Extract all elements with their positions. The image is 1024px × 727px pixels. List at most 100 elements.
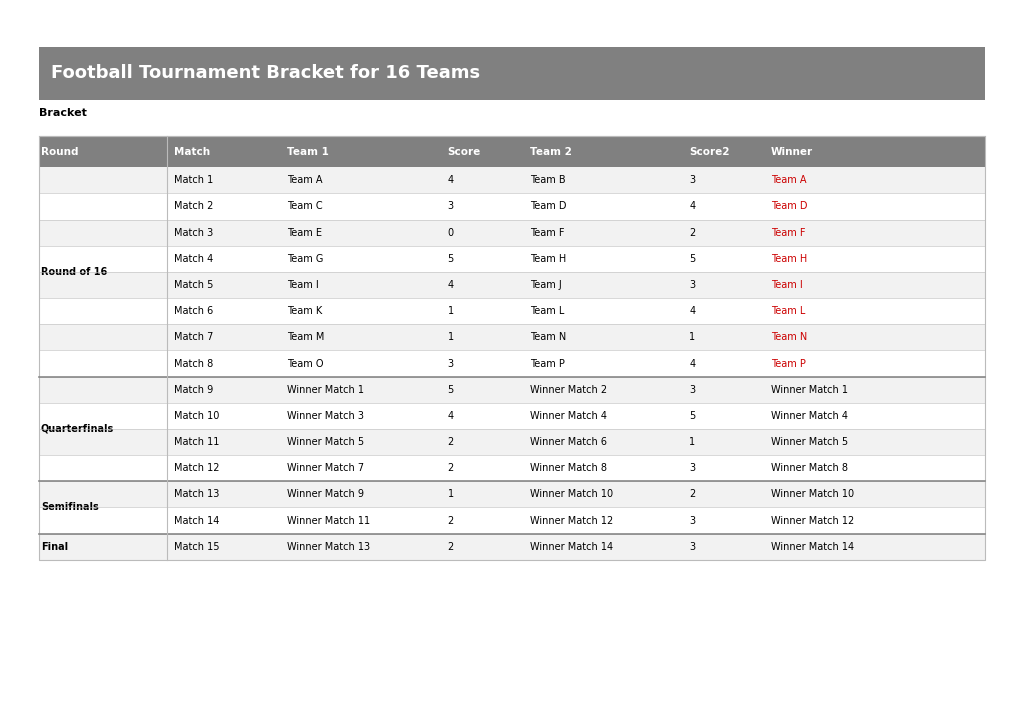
Text: Team G: Team G bbox=[287, 254, 324, 264]
Text: 0: 0 bbox=[447, 228, 454, 238]
Text: Winner: Winner bbox=[771, 147, 813, 156]
Text: 2: 2 bbox=[447, 542, 454, 552]
Text: Match 7: Match 7 bbox=[174, 332, 213, 342]
Text: Winner Match 6: Winner Match 6 bbox=[530, 437, 607, 447]
Text: 5: 5 bbox=[689, 411, 695, 421]
Text: Winner Match 3: Winner Match 3 bbox=[287, 411, 364, 421]
Text: Team I: Team I bbox=[287, 280, 318, 290]
Text: Team L: Team L bbox=[771, 306, 806, 316]
Text: Team P: Team P bbox=[771, 358, 806, 369]
Text: 1: 1 bbox=[447, 332, 454, 342]
Text: 5: 5 bbox=[689, 254, 695, 264]
Text: Team F: Team F bbox=[771, 228, 806, 238]
Text: Match: Match bbox=[174, 147, 210, 156]
FancyBboxPatch shape bbox=[39, 136, 985, 167]
Text: Match 11: Match 11 bbox=[174, 437, 219, 447]
FancyBboxPatch shape bbox=[39, 193, 985, 220]
Text: 1: 1 bbox=[689, 332, 695, 342]
Text: 3: 3 bbox=[689, 515, 695, 526]
Text: Team B: Team B bbox=[530, 175, 566, 185]
Text: 4: 4 bbox=[447, 175, 454, 185]
Text: Football Tournament Bracket for 16 Teams: Football Tournament Bracket for 16 Teams bbox=[51, 65, 480, 82]
Text: 3: 3 bbox=[689, 463, 695, 473]
FancyBboxPatch shape bbox=[39, 429, 985, 455]
Text: 4: 4 bbox=[689, 358, 695, 369]
Text: Team P: Team P bbox=[530, 358, 565, 369]
Text: Match 6: Match 6 bbox=[174, 306, 213, 316]
Text: Winner Match 12: Winner Match 12 bbox=[771, 515, 854, 526]
FancyBboxPatch shape bbox=[39, 298, 985, 324]
Text: Match 8: Match 8 bbox=[174, 358, 213, 369]
Text: Match 14: Match 14 bbox=[174, 515, 219, 526]
Text: 3: 3 bbox=[689, 280, 695, 290]
Text: 3: 3 bbox=[689, 385, 695, 395]
Text: Winner Match 13: Winner Match 13 bbox=[287, 542, 370, 552]
Text: Team 1: Team 1 bbox=[287, 147, 329, 156]
Text: Match 1: Match 1 bbox=[174, 175, 213, 185]
Text: Team D: Team D bbox=[530, 201, 567, 212]
Text: Winner Match 8: Winner Match 8 bbox=[530, 463, 607, 473]
Text: 2: 2 bbox=[447, 463, 454, 473]
Text: Quarterfinals: Quarterfinals bbox=[41, 424, 115, 434]
Text: 2: 2 bbox=[689, 489, 695, 499]
Text: 4: 4 bbox=[447, 411, 454, 421]
FancyBboxPatch shape bbox=[39, 455, 985, 481]
Text: Winner Match 14: Winner Match 14 bbox=[771, 542, 854, 552]
FancyBboxPatch shape bbox=[39, 507, 985, 534]
Text: 2: 2 bbox=[447, 437, 454, 447]
Text: 1: 1 bbox=[447, 306, 454, 316]
Text: Team N: Team N bbox=[771, 332, 807, 342]
Text: Team J: Team J bbox=[530, 280, 562, 290]
Text: 3: 3 bbox=[447, 358, 454, 369]
Text: Team H: Team H bbox=[530, 254, 566, 264]
Text: Winner Match 5: Winner Match 5 bbox=[287, 437, 364, 447]
Text: Match 4: Match 4 bbox=[174, 254, 213, 264]
FancyBboxPatch shape bbox=[39, 534, 985, 560]
Text: Team H: Team H bbox=[771, 254, 807, 264]
FancyBboxPatch shape bbox=[39, 47, 985, 100]
Text: Winner Match 12: Winner Match 12 bbox=[530, 515, 613, 526]
Text: Team O: Team O bbox=[287, 358, 324, 369]
Text: Team M: Team M bbox=[287, 332, 324, 342]
Text: 4: 4 bbox=[447, 280, 454, 290]
Text: 4: 4 bbox=[689, 306, 695, 316]
Text: Team L: Team L bbox=[530, 306, 565, 316]
Text: Team 2: Team 2 bbox=[530, 147, 572, 156]
Text: Match 2: Match 2 bbox=[174, 201, 213, 212]
FancyBboxPatch shape bbox=[39, 220, 985, 246]
Text: Round: Round bbox=[41, 147, 79, 156]
Text: Winner Match 4: Winner Match 4 bbox=[530, 411, 607, 421]
Text: Semifinals: Semifinals bbox=[41, 502, 98, 513]
FancyBboxPatch shape bbox=[39, 481, 985, 507]
FancyBboxPatch shape bbox=[39, 324, 985, 350]
Text: 4: 4 bbox=[689, 201, 695, 212]
Text: Winner Match 10: Winner Match 10 bbox=[771, 489, 854, 499]
Text: 3: 3 bbox=[447, 201, 454, 212]
Text: Match 3: Match 3 bbox=[174, 228, 213, 238]
Text: Winner Match 1: Winner Match 1 bbox=[771, 385, 848, 395]
Text: 5: 5 bbox=[447, 385, 454, 395]
FancyBboxPatch shape bbox=[39, 272, 985, 298]
Text: Winner Match 1: Winner Match 1 bbox=[287, 385, 364, 395]
Text: Team N: Team N bbox=[530, 332, 566, 342]
Text: Team C: Team C bbox=[287, 201, 323, 212]
FancyBboxPatch shape bbox=[39, 377, 985, 403]
Text: Winner Match 2: Winner Match 2 bbox=[530, 385, 607, 395]
Text: Team K: Team K bbox=[287, 306, 322, 316]
Text: Match 15: Match 15 bbox=[174, 542, 219, 552]
Text: Winner Match 4: Winner Match 4 bbox=[771, 411, 848, 421]
Text: Final: Final bbox=[41, 542, 68, 552]
Text: Winner Match 14: Winner Match 14 bbox=[530, 542, 613, 552]
Text: Match 5: Match 5 bbox=[174, 280, 213, 290]
Text: Winner Match 9: Winner Match 9 bbox=[287, 489, 364, 499]
Text: Winner Match 11: Winner Match 11 bbox=[287, 515, 370, 526]
FancyBboxPatch shape bbox=[39, 350, 985, 377]
Text: 1: 1 bbox=[689, 437, 695, 447]
Text: Team I: Team I bbox=[771, 280, 803, 290]
Text: 5: 5 bbox=[447, 254, 454, 264]
Text: Score: Score bbox=[447, 147, 480, 156]
Text: Team F: Team F bbox=[530, 228, 565, 238]
Text: Match 10: Match 10 bbox=[174, 411, 219, 421]
Text: Team D: Team D bbox=[771, 201, 808, 212]
Text: 3: 3 bbox=[689, 542, 695, 552]
